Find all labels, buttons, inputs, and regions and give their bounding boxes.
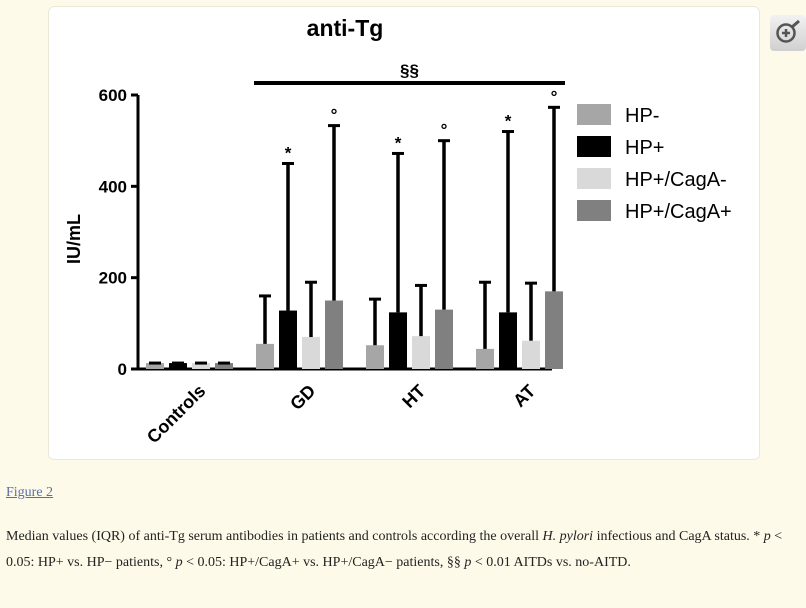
significance-mark: * bbox=[505, 112, 512, 131]
bar bbox=[476, 348, 494, 369]
y-tick-label: 400 bbox=[99, 177, 127, 196]
y-axis-label: IU/mL bbox=[64, 214, 84, 264]
significance-mark: ° bbox=[441, 121, 448, 140]
bar bbox=[366, 345, 384, 369]
bar bbox=[215, 363, 233, 369]
bar bbox=[389, 312, 407, 369]
legend-swatch bbox=[577, 168, 611, 189]
bar bbox=[279, 310, 297, 369]
chart: anti-Tg IU/mL 0 200 400 600 * ° * ° * ° Controls GD… bbox=[64, 15, 732, 447]
legend-label: HP+/CagA- bbox=[625, 169, 727, 191]
y-tick-label: 0 bbox=[118, 360, 127, 379]
bar bbox=[435, 309, 453, 369]
bar bbox=[545, 291, 563, 369]
x-tick-label: HT bbox=[398, 381, 429, 412]
significance-mark: ° bbox=[551, 87, 558, 106]
bar bbox=[325, 300, 343, 369]
bar bbox=[522, 340, 540, 369]
legend-label: HP+ bbox=[625, 137, 664, 159]
significance-mark: ° bbox=[331, 106, 338, 125]
x-tick-label: AT bbox=[509, 381, 539, 411]
x-tick-label: Controls bbox=[143, 381, 209, 447]
legend-label: HP+/CagA+ bbox=[625, 201, 732, 223]
plot-area: 0 200 400 600 * ° * ° * ° Controls GD HT AT §§ bbox=[99, 61, 565, 447]
legend-swatch bbox=[577, 200, 611, 221]
significance-mark: * bbox=[395, 133, 402, 152]
chart-title: anti-Tg bbox=[307, 15, 384, 41]
legend-swatch bbox=[577, 136, 611, 157]
bracket-label: §§ bbox=[400, 61, 419, 80]
figure-caption: Median values (IQR) of anti-Tg serum ant… bbox=[6, 529, 783, 570]
zoom-in-icon bbox=[776, 19, 800, 43]
significance-mark: * bbox=[285, 144, 292, 163]
y-tick-label: 600 bbox=[99, 86, 127, 105]
bar bbox=[302, 337, 320, 369]
y-tick-label: 200 bbox=[99, 269, 127, 288]
bar bbox=[169, 363, 187, 369]
figure-panel: anti-Tg IU/mL 0 200 400 600 * ° * ° * ° Controls GD… bbox=[48, 6, 806, 460]
legend: HP- HP+ HP+/CagA- HP+/CagA+ bbox=[577, 104, 732, 223]
bar bbox=[412, 336, 430, 369]
x-tick-label: GD bbox=[286, 381, 319, 414]
legend-label: HP- bbox=[625, 105, 659, 127]
figure-link[interactable]: Figure 2 bbox=[6, 485, 54, 500]
legend-swatch bbox=[577, 104, 611, 125]
bar bbox=[256, 343, 274, 369]
zoom-button[interactable] bbox=[770, 15, 806, 51]
bar bbox=[192, 363, 210, 369]
bar bbox=[146, 363, 164, 369]
bar bbox=[499, 312, 517, 369]
